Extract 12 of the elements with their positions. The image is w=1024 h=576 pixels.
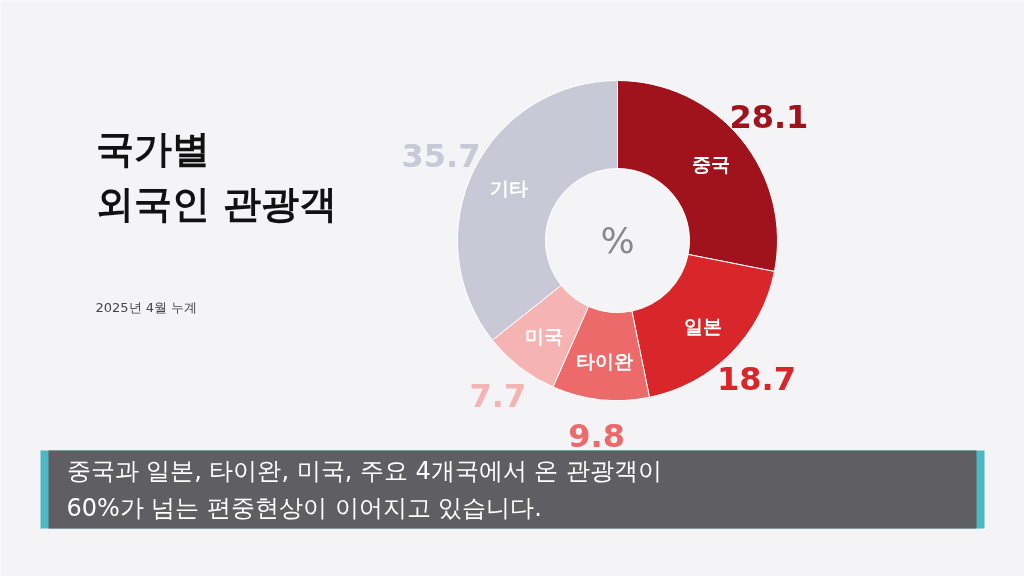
text: % — [600, 220, 635, 261]
data-label: 7.7 — [469, 377, 527, 416]
slice-label: 타이완 — [576, 349, 634, 372]
slice-label: 미국 — [524, 325, 563, 348]
text: 국가별 외국인 관광객 — [95, 127, 337, 226]
text: 2025년 4월 누계 — [95, 299, 198, 315]
slice-label: 중국 — [691, 152, 730, 175]
slice-label: 일본 — [684, 314, 723, 337]
data-label: 28.1 — [729, 97, 809, 136]
data-label: 9.8 — [568, 416, 625, 455]
text: 중국과 일본, 타이완, 미국, 주요 4개국에서 온 관광객이 60%가 넘는 편중현상이 이어지고 있습니다. — [66, 456, 663, 523]
data-label: 18.7 — [717, 360, 796, 399]
